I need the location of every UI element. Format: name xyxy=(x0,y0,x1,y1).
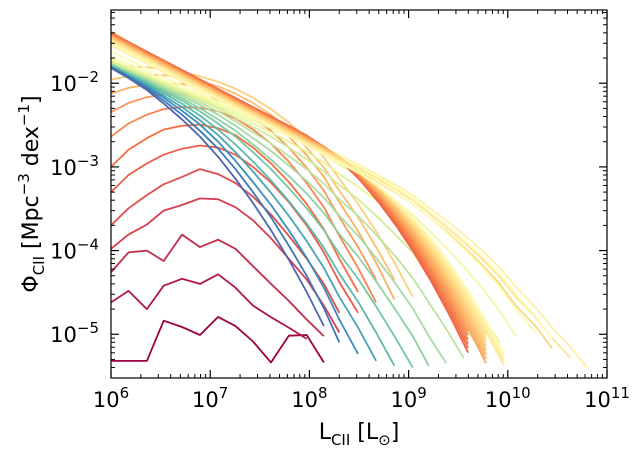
series-line-4 xyxy=(111,168,341,314)
series-line-25 xyxy=(111,65,377,362)
x-tick-label-4: 1010 xyxy=(485,384,531,412)
y-tick-label-1: 10−4 xyxy=(50,236,99,264)
series-line-6 xyxy=(111,123,359,293)
series-line-28 xyxy=(111,67,325,327)
y-tick-label-3: 10−2 xyxy=(50,68,99,96)
y-tick-label-2: 10−3 xyxy=(50,152,99,180)
y-axis-label: ΦCII [Mpc−3 dex−1] xyxy=(15,95,48,292)
x-axis-label: LCII [L⊙] xyxy=(319,420,400,449)
series-line-7 xyxy=(111,106,377,303)
series-line-band-17 xyxy=(111,42,505,355)
series-line-22 xyxy=(111,64,430,367)
series-line-23 xyxy=(111,64,414,368)
series-line-3 xyxy=(111,197,341,333)
series-line-21 xyxy=(111,63,448,364)
series-line-5 xyxy=(111,144,359,314)
series-line-0 xyxy=(111,315,325,364)
series-line-20 xyxy=(111,62,465,359)
series-line-27 xyxy=(111,66,341,343)
series-line-14 xyxy=(111,44,588,369)
x-tick-label-3: 109 xyxy=(390,384,426,412)
x-tick-label-1: 107 xyxy=(192,384,228,412)
y-tick-label-0: 10−5 xyxy=(50,319,99,347)
x-tick-label-0: 106 xyxy=(93,384,129,412)
series-line-26 xyxy=(111,66,359,355)
series-line-1 xyxy=(111,273,308,340)
series-line-2 xyxy=(111,233,325,337)
series-line-24 xyxy=(111,65,396,367)
x-tick-label-2: 108 xyxy=(291,384,327,412)
tick-layer xyxy=(110,10,608,379)
plot-frame xyxy=(110,9,608,379)
x-tick-label-5: 1011 xyxy=(584,384,630,412)
label-layer: 106 107 108 109 1010 1011 10−5 10−4 10−3 10−2 xyxy=(50,68,630,412)
series-layer xyxy=(111,30,588,369)
